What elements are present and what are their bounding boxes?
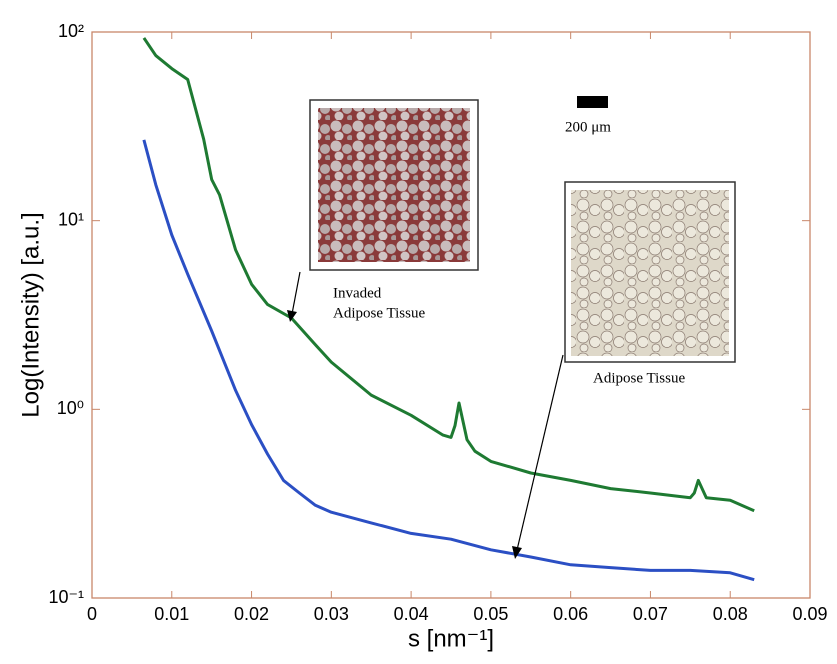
arrow: [516, 354, 564, 551]
line-series: [142, 37, 755, 513]
micrograph: [318, 108, 470, 262]
plot-area: 0 0.01 0.02 0.03 0.04 0.05 0.06 0.07 0.08 0.09 10⁻…: [48, 21, 827, 624]
axes-frame: [91, 31, 811, 599]
y-tick-label: 10¹: [58, 209, 84, 229]
x-tick-label: 0.06: [553, 604, 588, 624]
arrowhead: [287, 310, 297, 322]
annotation: 200 μm: [565, 119, 611, 135]
x-tick-label: 0.01: [154, 604, 189, 624]
x-axis-label: s [nm⁻¹]: [408, 625, 494, 652]
x-tick-label: 0.07: [633, 604, 668, 624]
micrograph: [571, 190, 729, 356]
annotation: Invaded: [333, 285, 382, 301]
x-tick-label: 0.02: [234, 604, 269, 624]
x-tick-label: 0.09: [792, 604, 827, 624]
line-series: [142, 139, 755, 582]
x-tick-label: 0.08: [713, 604, 748, 624]
y-tick-label: 10²: [58, 21, 84, 41]
x-tick-label: 0.03: [314, 604, 349, 624]
arrow: [291, 271, 301, 315]
y-axis-label: Log(Intensity) [a.u.]: [17, 212, 44, 417]
x-tick-label: 0.04: [394, 604, 429, 624]
y-tick-label: 10⁻¹: [48, 587, 84, 607]
y-tick-label: 10⁰: [57, 398, 84, 418]
arrowhead: [512, 546, 522, 559]
x-tick-label: 0: [87, 604, 97, 624]
annotation: Adipose Tissue: [593, 370, 685, 386]
annotation: Adipose Tissue: [333, 305, 425, 321]
x-tick-label: 0.05: [473, 604, 508, 624]
scale-bar: [577, 96, 608, 108]
